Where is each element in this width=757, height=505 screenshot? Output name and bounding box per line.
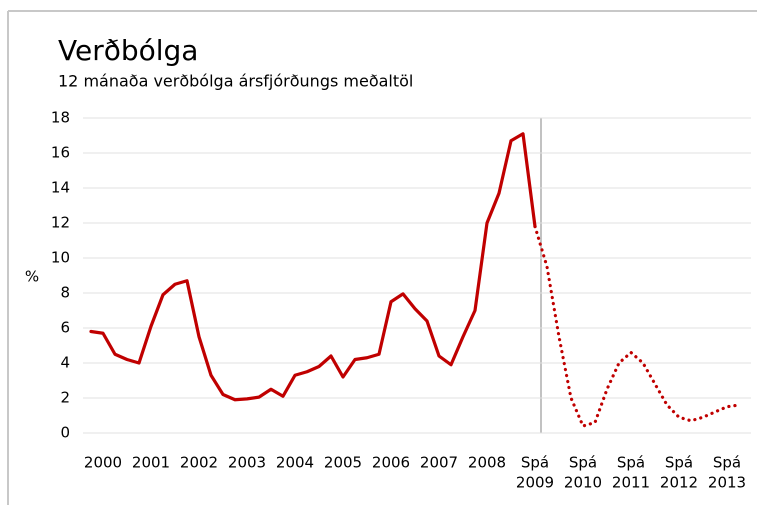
x-tick-label: Spá bbox=[617, 454, 645, 472]
x-tick-label: 2003 bbox=[228, 454, 266, 472]
y-tick-label: 8 bbox=[60, 284, 70, 302]
chart-subtitle: 12 mánaða verðbólga ársfjórðungs meðaltö… bbox=[58, 72, 413, 91]
x-tick-label: 2010 bbox=[564, 474, 602, 492]
x-tick-label: 2006 bbox=[372, 454, 410, 472]
y-tick-label: 10 bbox=[51, 249, 70, 267]
x-tick-label: 2011 bbox=[612, 474, 650, 492]
data-line bbox=[533, 224, 741, 428]
x-tick-label: 2009 bbox=[516, 474, 554, 492]
y-tick-label: 0 bbox=[60, 424, 70, 442]
x-tick-label: 2002 bbox=[180, 454, 218, 472]
x-tick-label: 2007 bbox=[420, 454, 458, 472]
y-tick-label: 4 bbox=[60, 354, 70, 372]
x-tick-label: Spá bbox=[569, 454, 597, 472]
x-tick-label: 2005 bbox=[324, 454, 362, 472]
y-axis-label: % bbox=[25, 268, 39, 286]
y-tick-label: 2 bbox=[60, 389, 70, 407]
x-tick-label: 2012 bbox=[660, 474, 698, 492]
x-tick-label: Spá bbox=[665, 454, 693, 472]
y-tick-label: 6 bbox=[60, 319, 70, 337]
x-tick-label: 2008 bbox=[468, 454, 506, 472]
x-tick-label: 2013 bbox=[708, 474, 746, 492]
chart-title: Verðbólga bbox=[58, 34, 198, 67]
data-line bbox=[89, 132, 537, 402]
x-tick-label: 2001 bbox=[132, 454, 170, 472]
y-tick-label: 16 bbox=[51, 144, 70, 162]
x-tick-label: Spá bbox=[713, 454, 741, 472]
x-tick-label: 2004 bbox=[276, 454, 314, 472]
x-tick-label: Spá bbox=[521, 454, 549, 472]
y-tick-label: 18 bbox=[51, 109, 70, 127]
y-tick-label: 14 bbox=[51, 179, 70, 197]
y-tick-label: 12 bbox=[51, 214, 70, 232]
x-tick-label: 2000 bbox=[84, 454, 122, 472]
